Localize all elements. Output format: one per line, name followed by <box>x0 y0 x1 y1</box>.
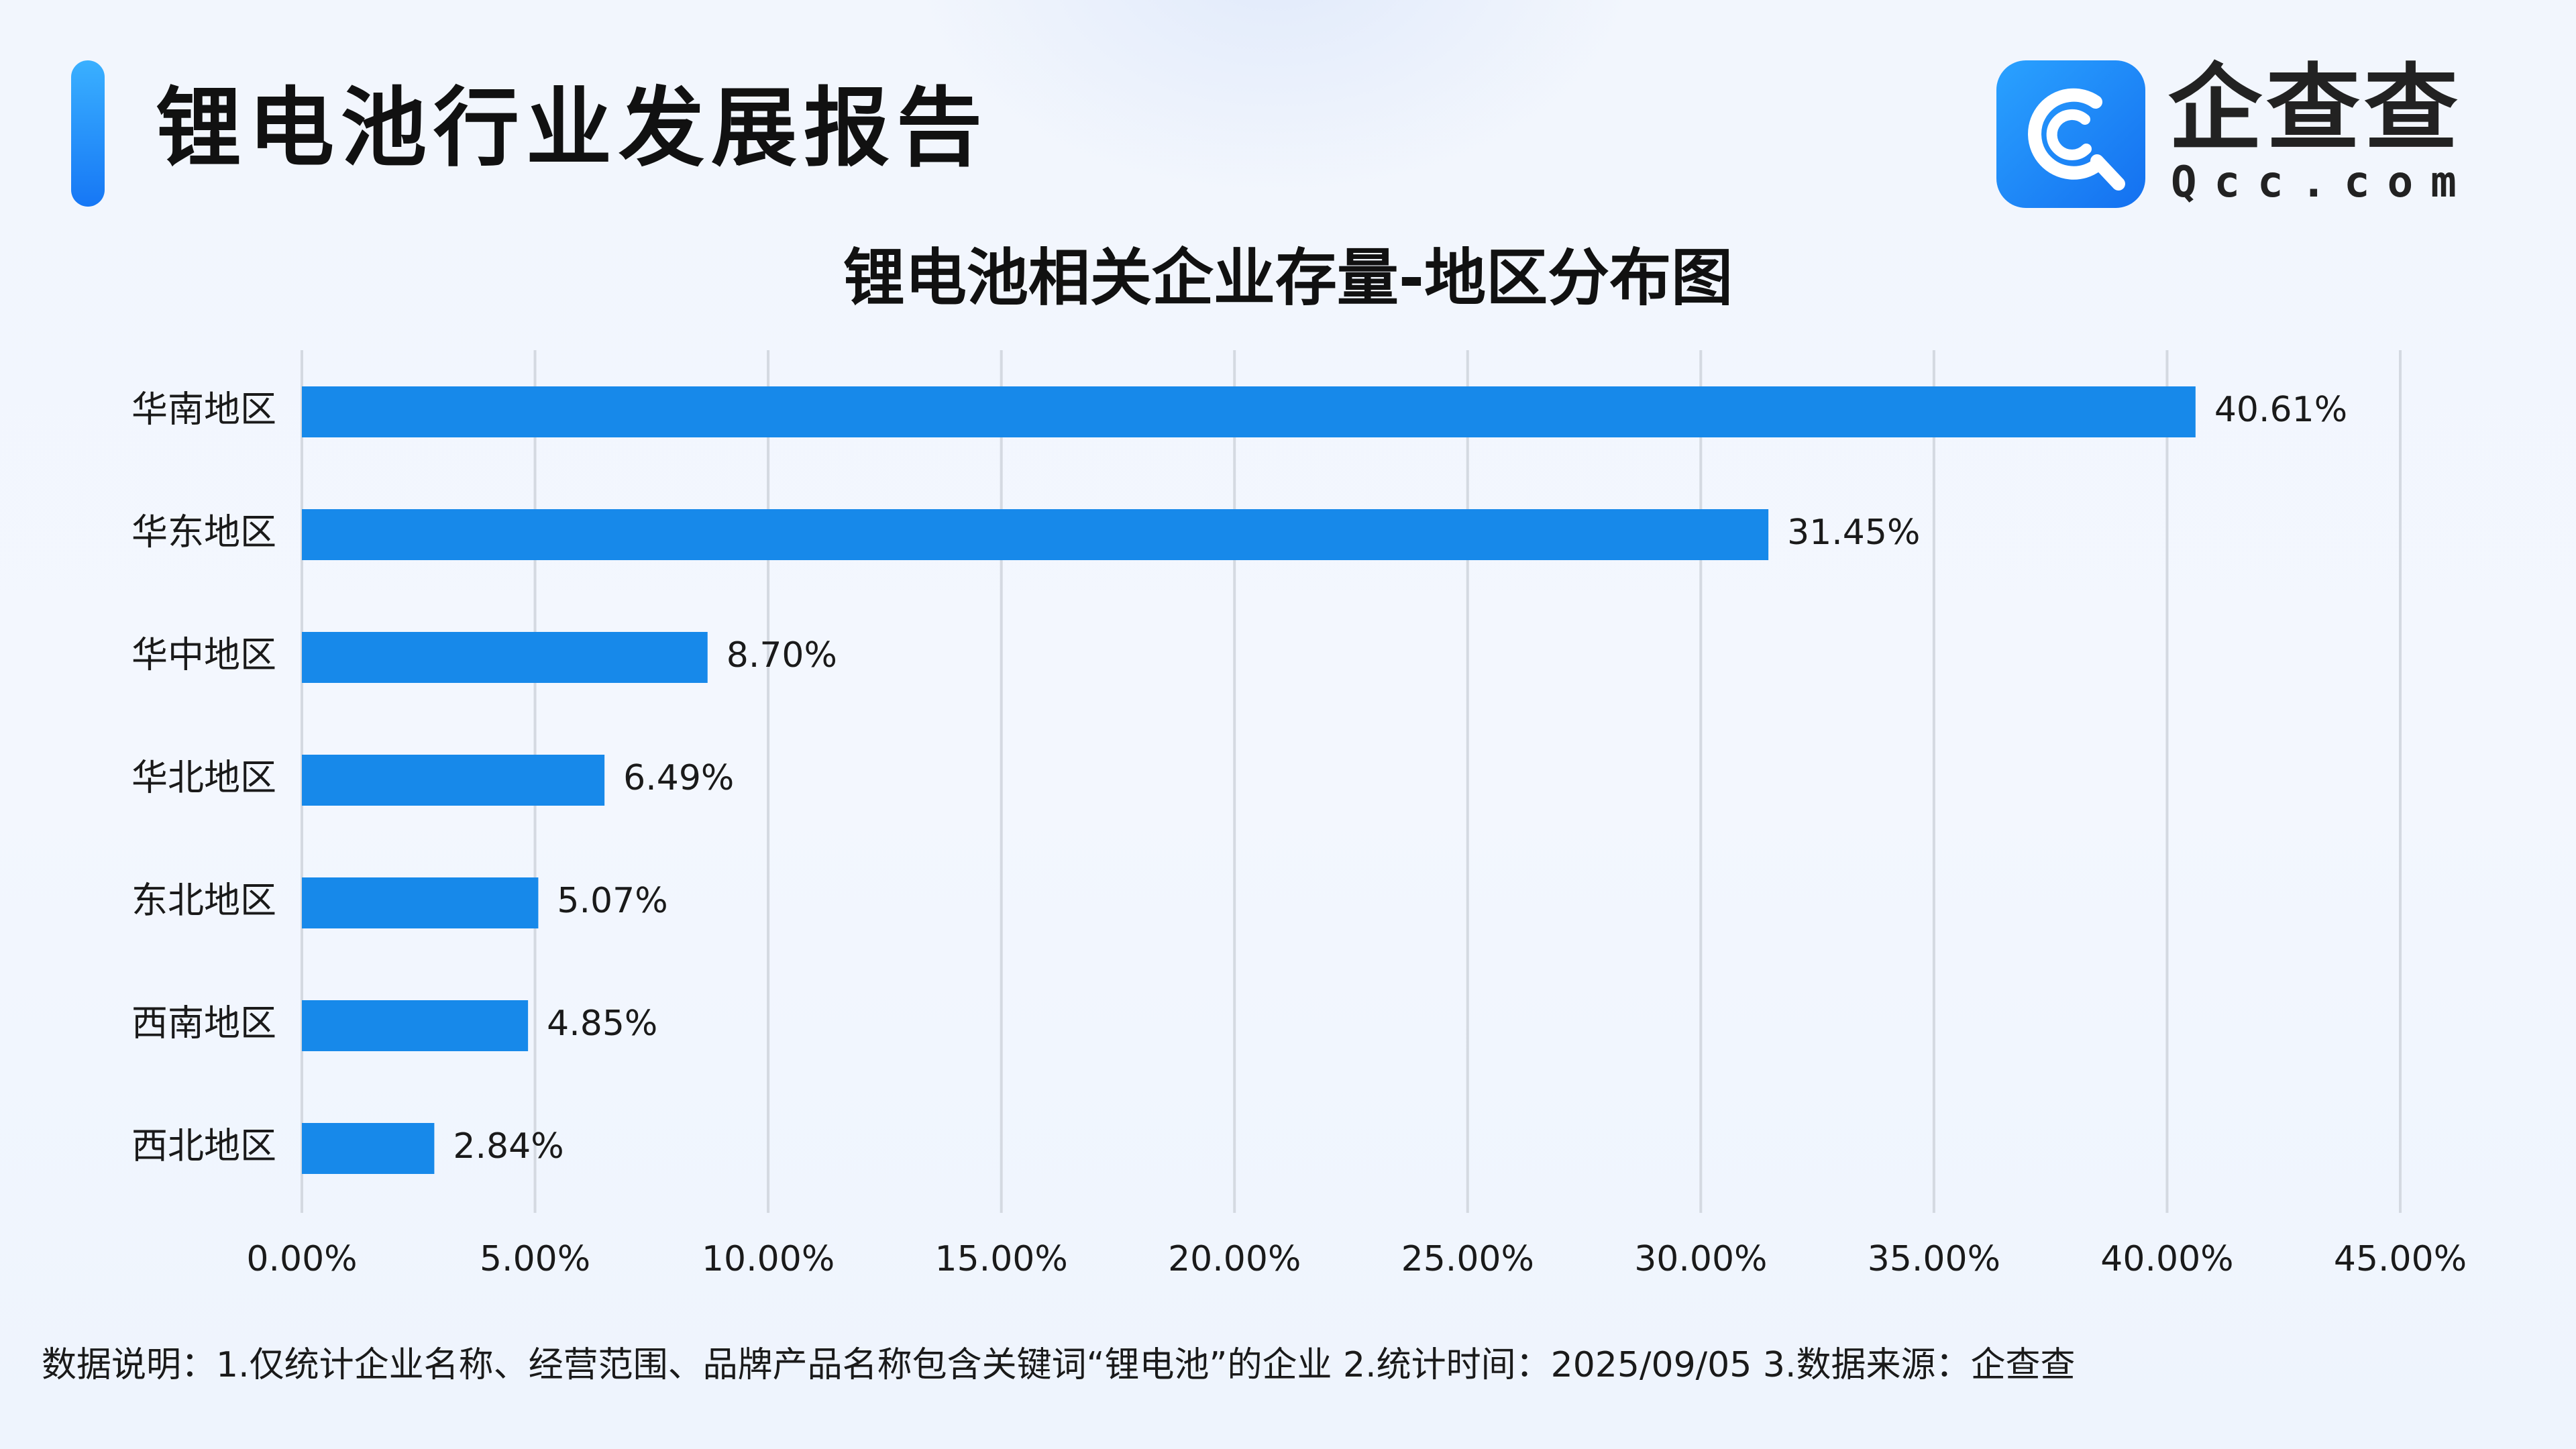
x-tick-label: 10.00% <box>702 1239 835 1279</box>
bar-layer <box>302 386 2196 1174</box>
brand-domain: Qcc.com <box>2171 158 2474 207</box>
qcc-logo-icon <box>1996 60 2145 208</box>
bar <box>302 1000 529 1051</box>
bar <box>302 386 2196 437</box>
brand-name: 企查查 <box>2168 54 2463 164</box>
category-label: 华中地区 <box>131 634 276 676</box>
data-label: 4.85% <box>547 1004 657 1044</box>
x-tick-label: 15.00% <box>935 1239 1068 1279</box>
bar <box>302 755 605 806</box>
x-tick-label: 5.00% <box>480 1239 590 1279</box>
data-label: 2.84% <box>453 1126 564 1167</box>
x-tick-label: 45.00% <box>2334 1239 2467 1279</box>
data-label: 40.61% <box>2214 390 2347 430</box>
title-accent-bar <box>71 60 105 207</box>
data-label: 5.07% <box>557 881 667 921</box>
x-tick-label: 40.00% <box>2100 1239 2233 1279</box>
label-layer: 0.00% 5.00% 10.00% 15.00% 20.00% 25.00% 30.00%… <box>131 388 2467 1279</box>
category-label: 西南地区 <box>131 1002 276 1044</box>
x-tick-label: 20.00% <box>1168 1239 1301 1279</box>
category-label: 华东地区 <box>131 511 276 553</box>
bar <box>302 509 1769 560</box>
category-label: 西北地区 <box>131 1125 276 1167</box>
category-label: 东北地区 <box>131 879 276 922</box>
grid-layer <box>301 350 2402 1213</box>
bar <box>302 632 708 683</box>
bar <box>302 1123 435 1174</box>
data-label: 31.45% <box>1787 513 1920 553</box>
x-tick-label: 25.00% <box>1401 1239 1534 1279</box>
data-footnote: 数据说明：1.仅统计企业名称、经营范围、品牌产品名称包含关键词“锂电池”的企业 … <box>42 1345 2076 1385</box>
data-label: 8.70% <box>727 635 837 676</box>
x-tick-label: 0.00% <box>246 1239 357 1279</box>
category-label: 华南地区 <box>131 388 276 431</box>
report-title: 锂电池行业发展报告 <box>156 78 989 178</box>
chart-title: 锂电池相关企业存量-地区分布图 <box>843 242 1733 314</box>
bar <box>302 877 539 928</box>
data-label: 6.49% <box>623 758 734 798</box>
x-tick-label: 35.00% <box>1868 1239 2000 1279</box>
x-tick-label: 30.00% <box>1634 1239 1767 1279</box>
category-label: 华北地区 <box>131 757 276 799</box>
